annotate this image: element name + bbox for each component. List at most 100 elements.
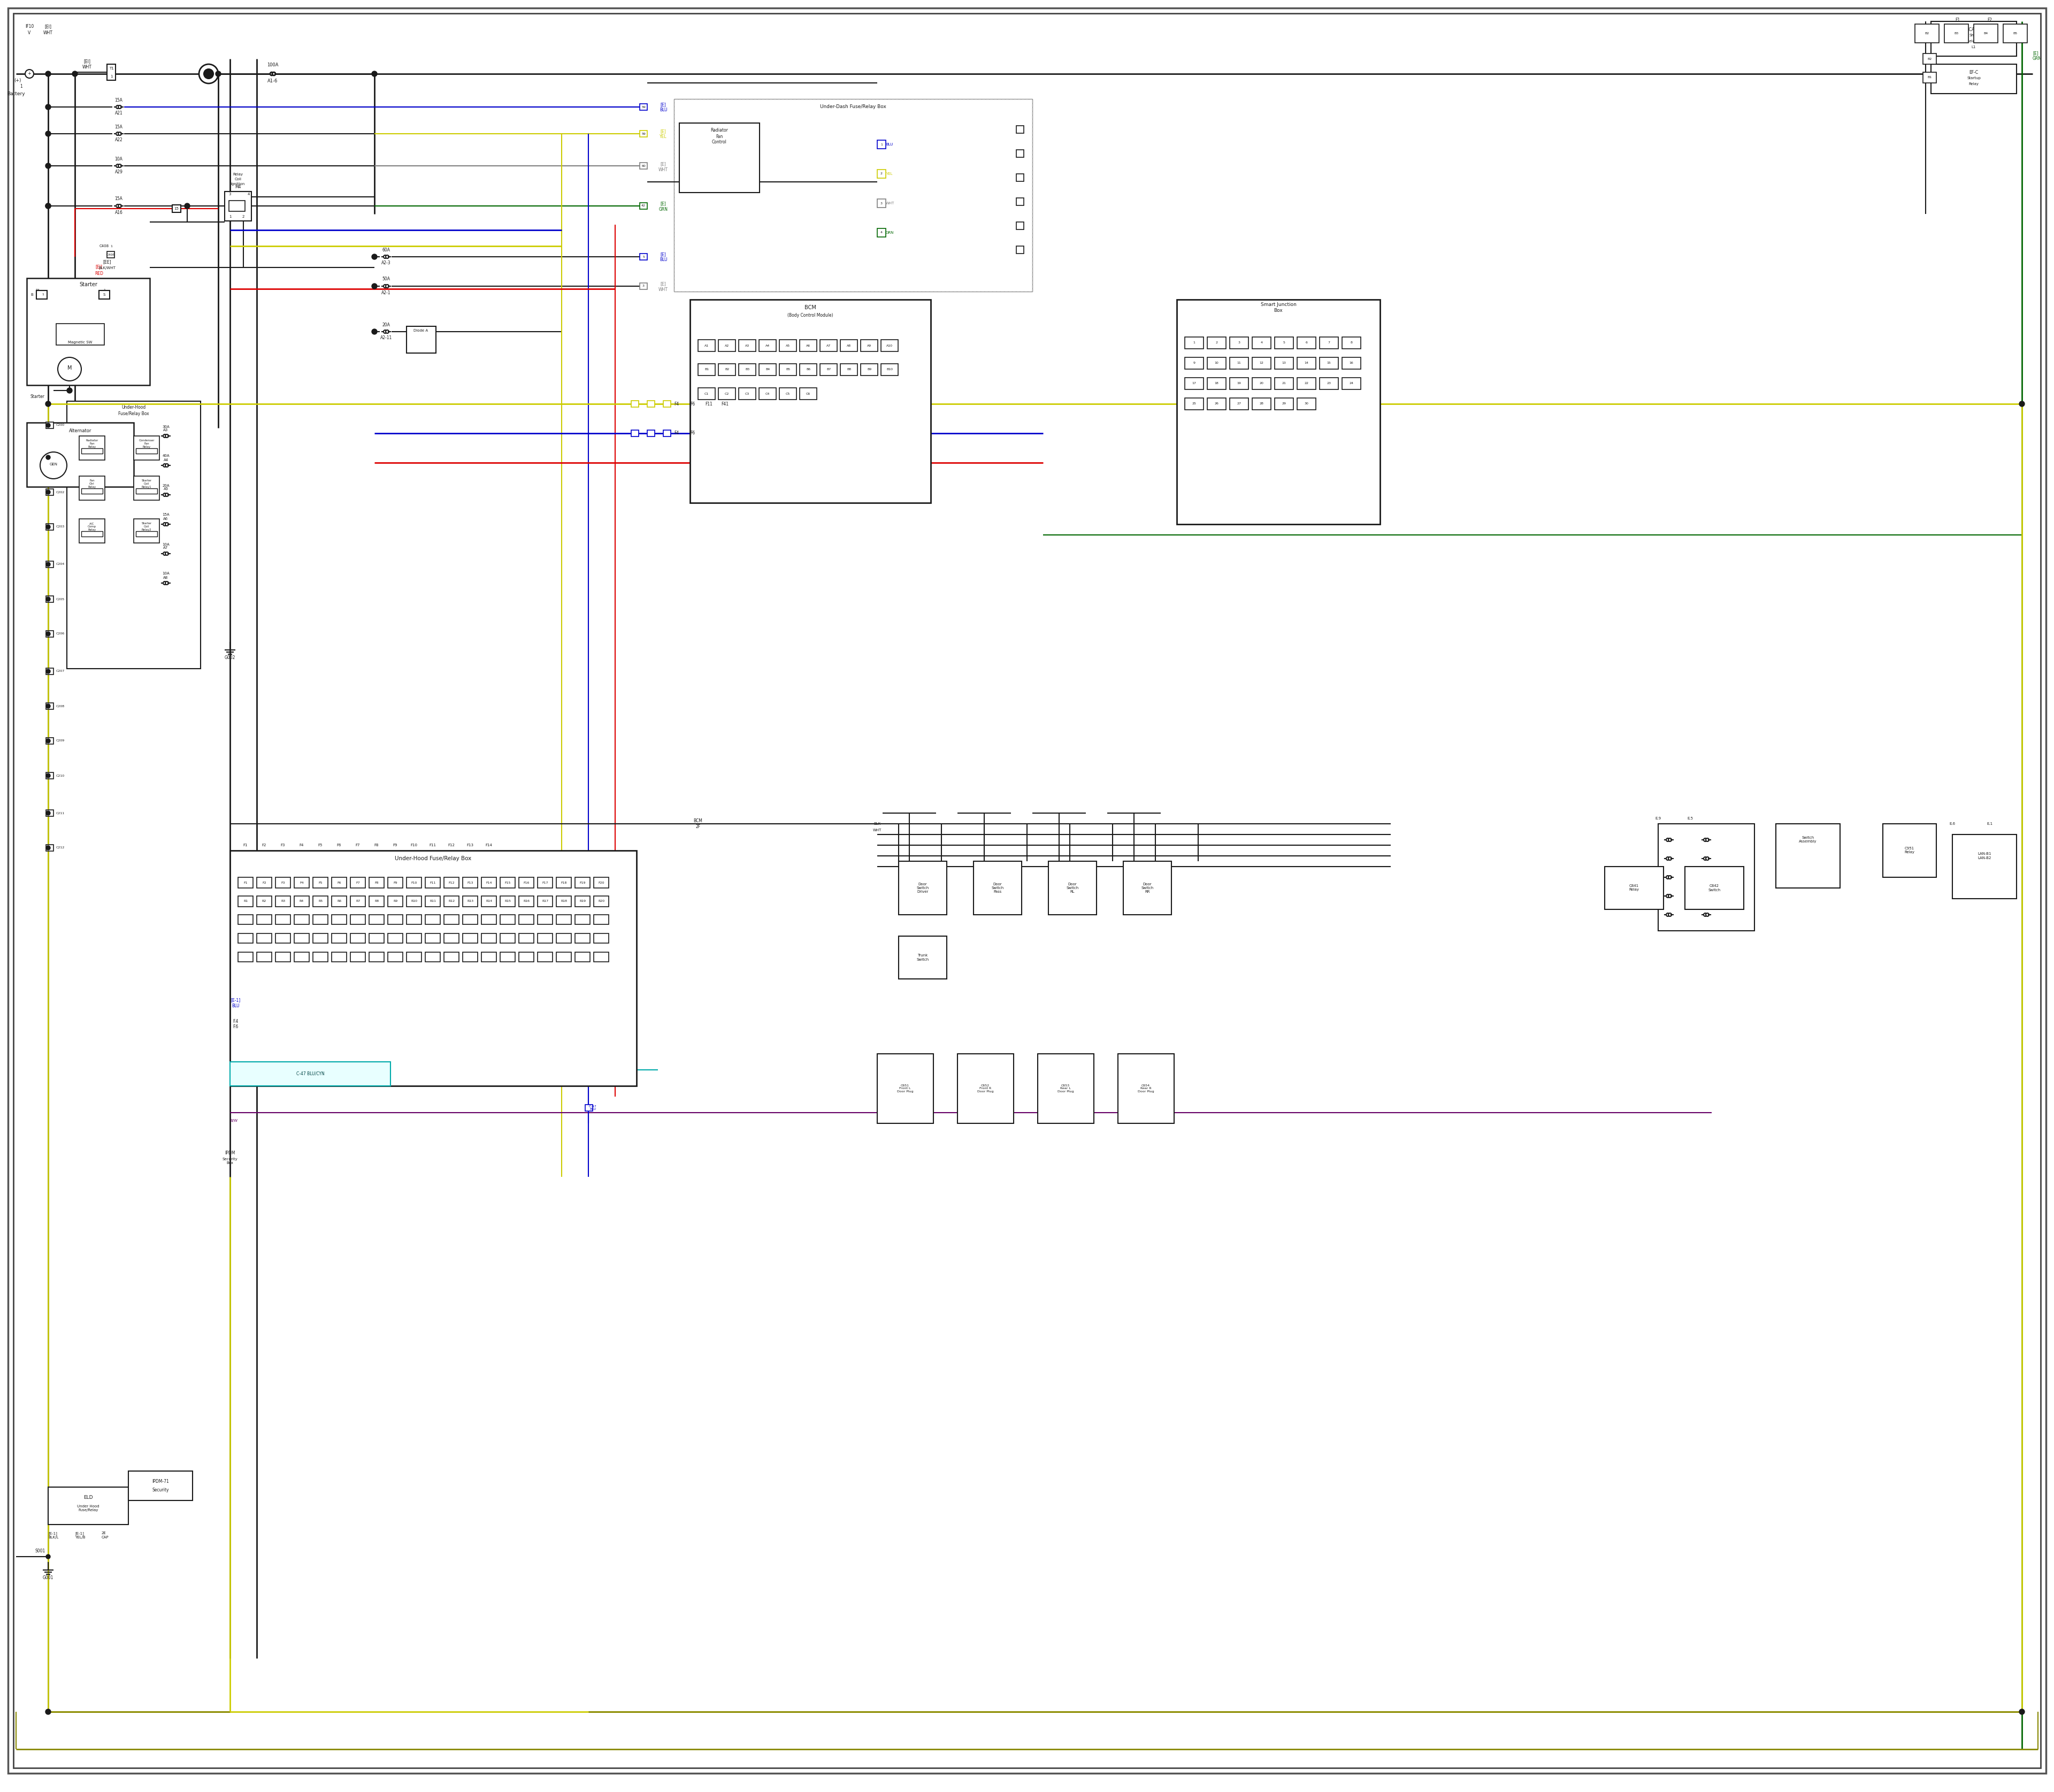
Bar xyxy=(639,253,647,260)
Bar xyxy=(45,668,53,674)
Bar xyxy=(861,364,877,376)
Bar xyxy=(1208,398,1226,410)
Bar xyxy=(840,340,857,351)
Text: 2: 2 xyxy=(242,215,244,219)
Circle shape xyxy=(203,70,214,79)
Text: GRN: GRN xyxy=(2033,56,2042,61)
Circle shape xyxy=(45,104,51,109)
Bar xyxy=(1017,174,1023,181)
Bar xyxy=(639,283,647,289)
Circle shape xyxy=(45,72,51,77)
Text: GRN: GRN xyxy=(885,231,893,235)
Text: F7: F7 xyxy=(355,882,359,883)
Text: R7: R7 xyxy=(355,900,359,903)
Bar xyxy=(1230,378,1249,389)
Bar xyxy=(37,290,47,299)
Text: M4: M4 xyxy=(234,185,240,190)
Text: 18: 18 xyxy=(1214,382,1218,385)
Text: Door
Switch
Pass: Door Switch Pass xyxy=(992,883,1004,894)
Text: F8: F8 xyxy=(374,844,378,848)
Circle shape xyxy=(1705,894,1709,898)
Text: A5: A5 xyxy=(787,344,791,348)
Circle shape xyxy=(117,204,119,208)
Circle shape xyxy=(117,133,119,136)
Bar xyxy=(719,364,735,376)
Text: A2-11: A2-11 xyxy=(380,335,392,340)
Text: R8: R8 xyxy=(374,900,378,903)
Bar xyxy=(698,387,715,400)
Circle shape xyxy=(1703,857,1707,860)
Circle shape xyxy=(1666,857,1670,860)
Text: 25: 25 xyxy=(1191,403,1195,405)
Bar xyxy=(820,364,838,376)
Circle shape xyxy=(164,464,168,468)
Text: Under Hood
Fuse/Relay: Under Hood Fuse/Relay xyxy=(78,1505,99,1512)
Text: F5: F5 xyxy=(318,844,322,848)
Text: F6: F6 xyxy=(337,882,341,883)
Circle shape xyxy=(372,283,378,289)
Bar xyxy=(257,952,271,962)
Circle shape xyxy=(45,1710,51,1715)
Circle shape xyxy=(1666,839,1670,842)
Bar xyxy=(1319,357,1339,369)
Bar xyxy=(136,448,158,453)
Text: A/C
Comp
Relay: A/C Comp Relay xyxy=(88,521,97,530)
Bar xyxy=(719,340,735,351)
Text: 27: 27 xyxy=(1237,403,1241,405)
Text: 4: 4 xyxy=(1261,342,1263,344)
Text: C205: C205 xyxy=(55,599,66,600)
Circle shape xyxy=(273,72,275,75)
Text: C204: C204 xyxy=(55,563,66,566)
Bar xyxy=(1276,378,1294,389)
Bar xyxy=(80,435,105,461)
Circle shape xyxy=(372,72,378,77)
Bar xyxy=(370,934,384,943)
Text: F17: F17 xyxy=(542,882,548,883)
Circle shape xyxy=(386,285,388,289)
Bar xyxy=(230,1063,390,1086)
Bar xyxy=(1658,824,1754,930)
Text: F15: F15 xyxy=(505,882,511,883)
Text: 1: 1 xyxy=(103,289,105,292)
Bar xyxy=(370,878,384,889)
Text: F3: F3 xyxy=(281,882,286,883)
Bar xyxy=(312,896,329,907)
Bar xyxy=(719,387,735,400)
Text: Battery: Battery xyxy=(6,91,25,97)
Text: R9: R9 xyxy=(392,900,398,903)
Bar xyxy=(1298,357,1317,369)
Bar xyxy=(331,952,347,962)
Bar xyxy=(444,934,458,943)
Text: [E]: [E] xyxy=(661,253,665,256)
Text: 15: 15 xyxy=(1327,362,1331,364)
Bar xyxy=(294,878,310,889)
Circle shape xyxy=(162,493,166,496)
Bar xyxy=(388,896,403,907)
Bar xyxy=(444,878,458,889)
Text: 28: 28 xyxy=(1259,403,1263,405)
Bar xyxy=(1298,378,1317,389)
Bar xyxy=(331,914,347,925)
Text: 3: 3 xyxy=(881,202,883,204)
Circle shape xyxy=(45,525,49,529)
Circle shape xyxy=(384,330,386,333)
Text: 60A: 60A xyxy=(382,247,390,253)
Text: F16: F16 xyxy=(524,882,530,883)
Text: 3: 3 xyxy=(228,192,232,195)
Text: 24: 24 xyxy=(1349,382,1354,385)
Bar xyxy=(257,896,271,907)
Bar xyxy=(351,914,366,925)
Circle shape xyxy=(45,668,49,674)
Circle shape xyxy=(45,738,49,744)
Text: F13: F13 xyxy=(466,844,474,848)
Text: E.6: E.6 xyxy=(1949,823,1955,826)
Text: 100A: 100A xyxy=(267,63,279,68)
Text: [EI]: [EI] xyxy=(45,25,51,29)
Circle shape xyxy=(1668,876,1672,878)
Text: [E]: [E] xyxy=(661,201,665,206)
Bar xyxy=(1777,824,1840,889)
Text: C6: C6 xyxy=(805,392,811,394)
Text: C5: C5 xyxy=(787,392,791,394)
Text: 22: 22 xyxy=(1304,382,1308,385)
Text: A22: A22 xyxy=(115,138,123,143)
